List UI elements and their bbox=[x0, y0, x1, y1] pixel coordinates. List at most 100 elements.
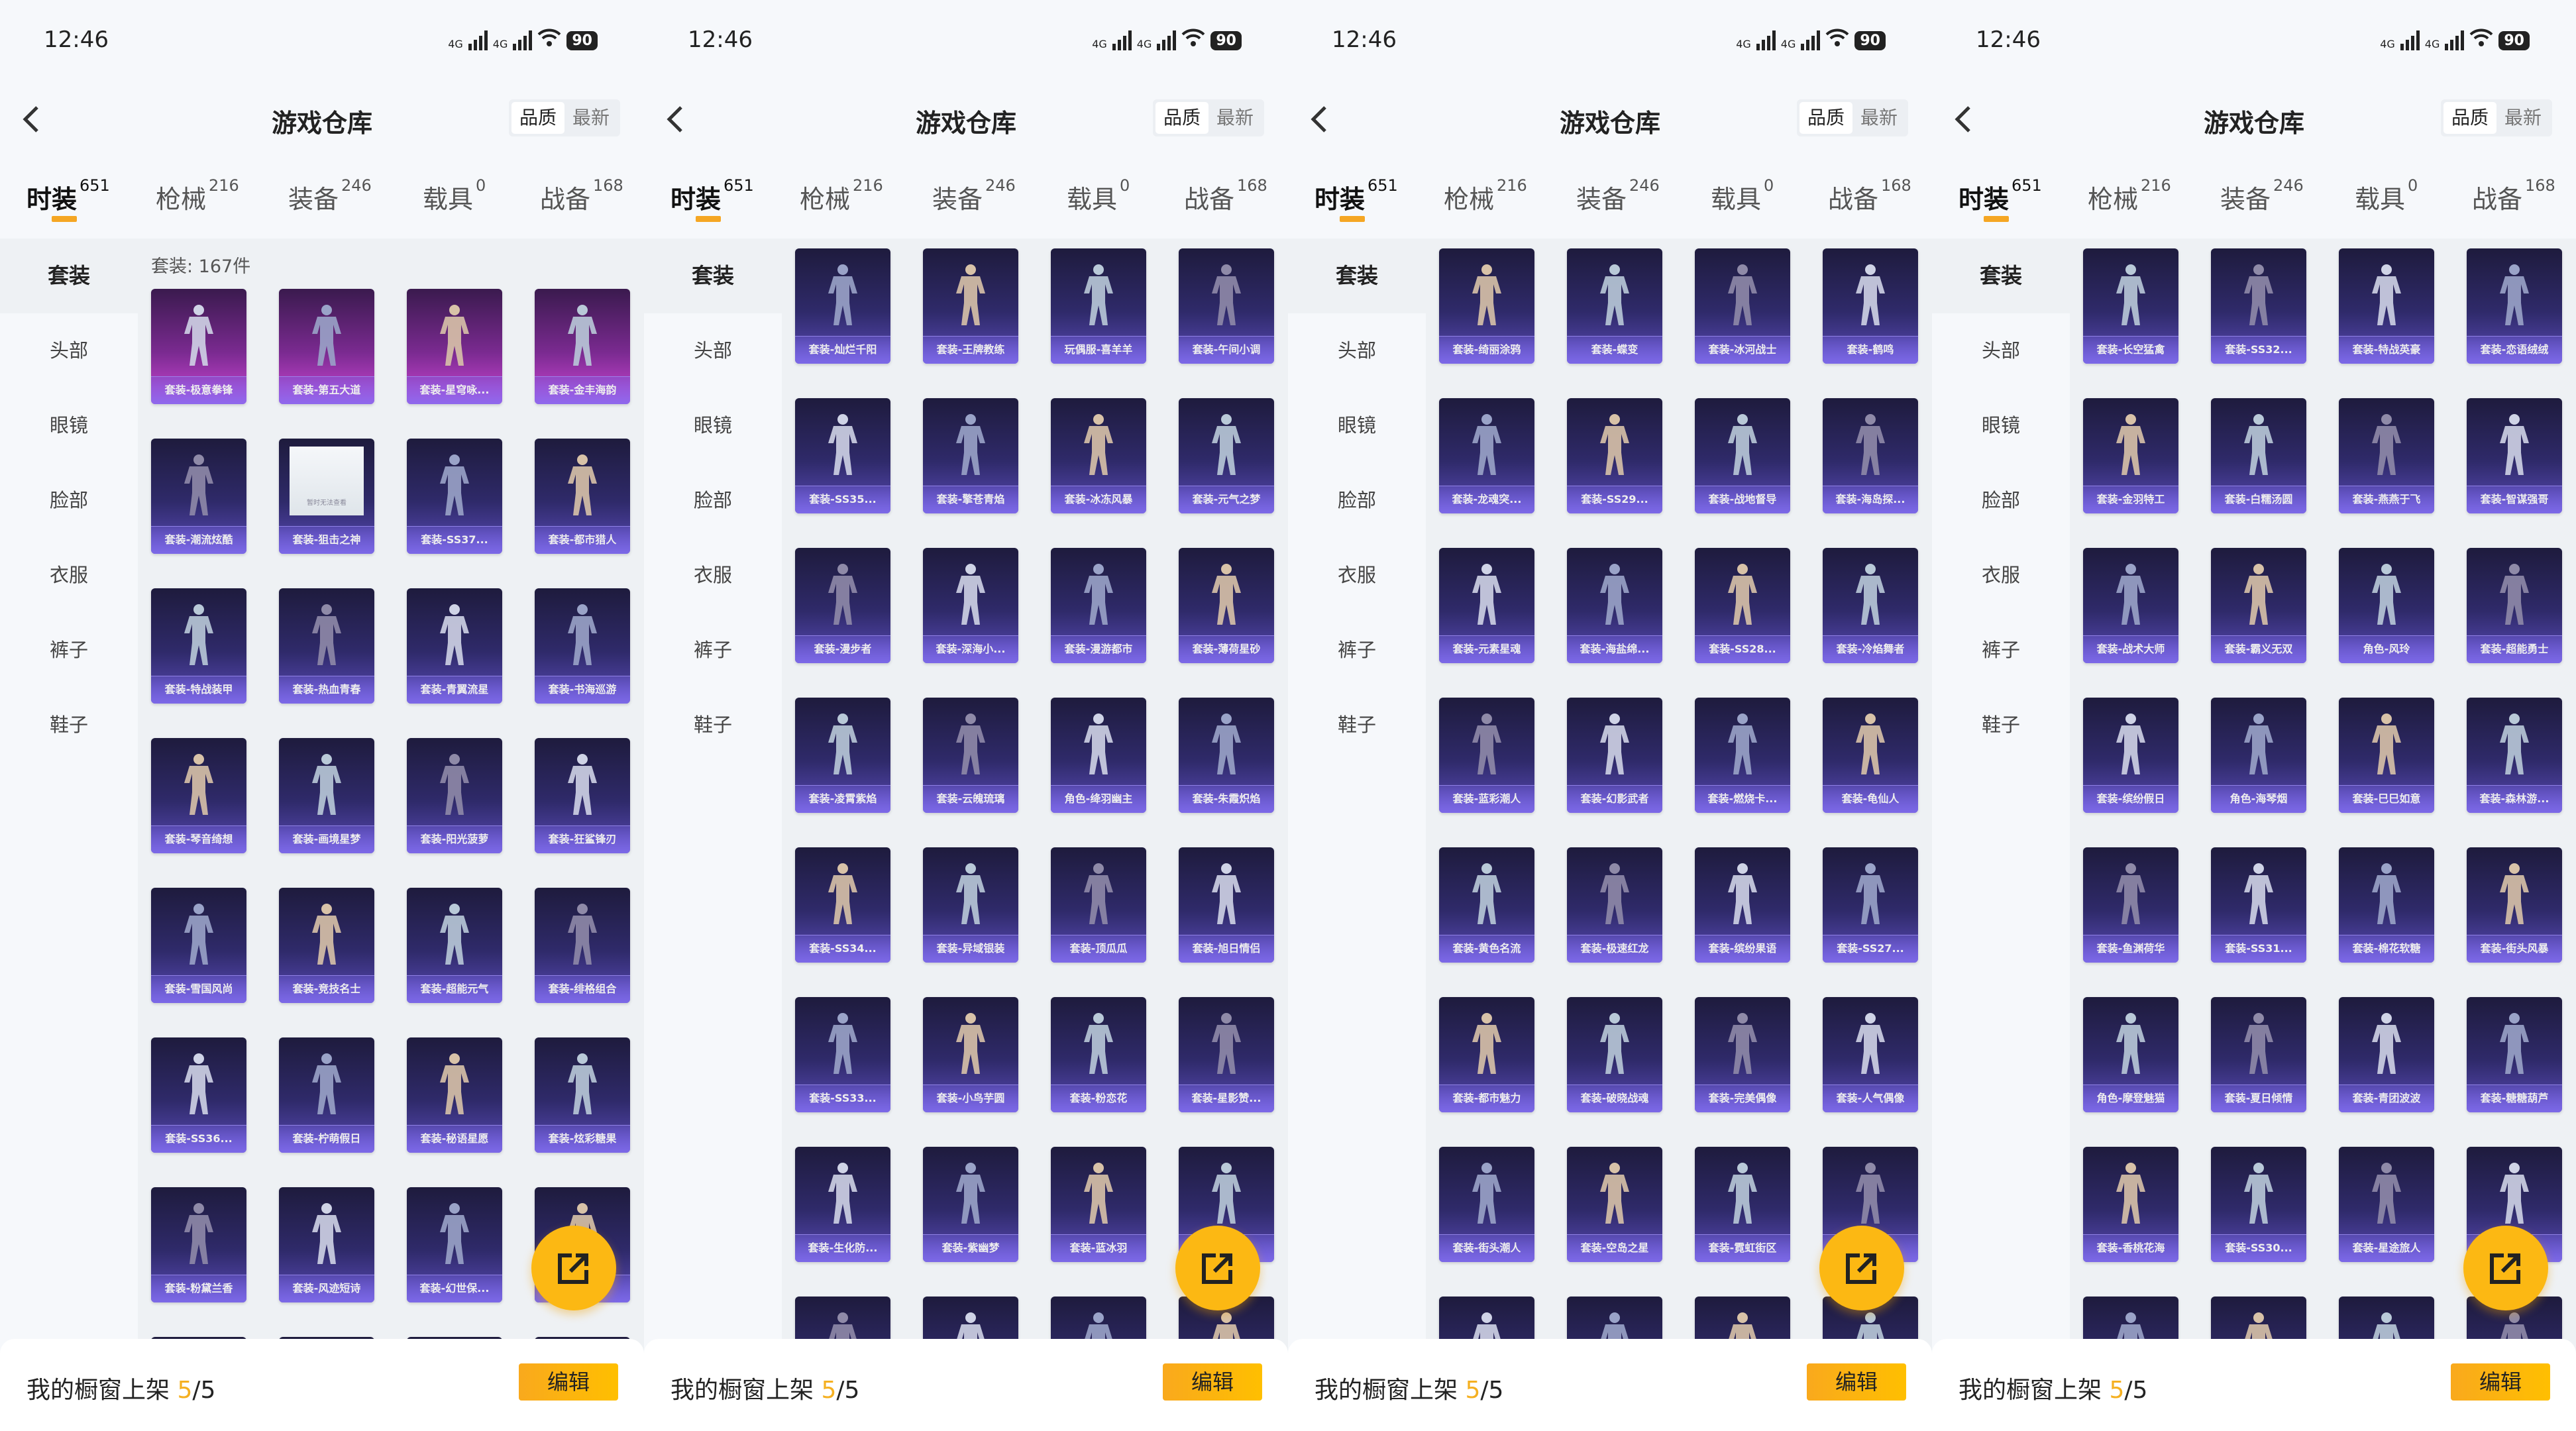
item-card[interactable]: 套装-粉恋花 bbox=[1051, 997, 1146, 1112]
item-card[interactable]: 套装-绯格组合 bbox=[535, 888, 630, 1003]
item-card[interactable]: 套装-漫游都市 bbox=[1051, 548, 1146, 663]
item-card[interactable]: 套装-龟仙人 bbox=[1823, 698, 1918, 813]
item-card[interactable]: 套装-战地督导 bbox=[1695, 398, 1790, 513]
item-card[interactable]: 套装-幻世保... bbox=[407, 1187, 502, 1302]
sidebar-item[interactable]: 衣服 bbox=[1337, 564, 1376, 586]
sidebar-item[interactable]: 套装 bbox=[644, 238, 782, 313]
tab-4[interactable]: 战备 168 bbox=[2472, 176, 2555, 215]
item-card[interactable]: 套装-蓝彩潮人 bbox=[1439, 698, 1534, 813]
item-card[interactable]: 套装-巳巳如意 bbox=[2339, 698, 2434, 813]
share-fab[interactable] bbox=[531, 1226, 616, 1310]
item-card[interactable]: 套装-炫彩糖果 bbox=[535, 1037, 630, 1153]
item-card[interactable]: 套装-风迹短诗 bbox=[279, 1187, 374, 1302]
item-card[interactable]: 套装-SS29... bbox=[1567, 398, 1662, 513]
item-card[interactable]: 套装-漫步者 bbox=[795, 548, 890, 663]
sidebar-item[interactable]: 头部 bbox=[1981, 339, 2020, 362]
item-card[interactable]: 套装-SS36... bbox=[151, 1037, 246, 1153]
tab-4[interactable]: 战备 168 bbox=[1828, 176, 1911, 215]
item-card[interactable]: 套装-长空猛禽 bbox=[2083, 248, 2178, 364]
item-card[interactable]: 套装-星途旅人 bbox=[2339, 1147, 2434, 1262]
item-card[interactable]: 套装-SS30... bbox=[2211, 1147, 2306, 1262]
tab-4[interactable]: 战备 168 bbox=[1184, 176, 1267, 215]
item-card[interactable]: 套装-SS35... bbox=[795, 398, 890, 513]
item-card[interactable]: 套装-黄色名流 bbox=[1439, 847, 1534, 963]
sidebar-item[interactable]: 脸部 bbox=[49, 489, 88, 511]
tab-2[interactable]: 装备 246 bbox=[1576, 176, 1660, 215]
item-card[interactable]: 套装-破晓战魂 bbox=[1567, 997, 1662, 1112]
item-card[interactable]: 套装-潮流炫酷 bbox=[151, 439, 246, 554]
item-card[interactable]: 套装-空岛之星 bbox=[1567, 1147, 1662, 1262]
item-card[interactable]: 套装-雪国风尚 bbox=[151, 888, 246, 1003]
item-card[interactable]: 套装-SS32... bbox=[2211, 248, 2306, 364]
tab-0[interactable]: 时装 651 bbox=[27, 176, 110, 215]
sidebar-item[interactable]: 头部 bbox=[1337, 339, 1376, 362]
item-card[interactable]: 套装-琴音绮想 bbox=[151, 738, 246, 853]
item-card[interactable]: 套装-霸义无双 bbox=[2211, 548, 2306, 663]
item-card[interactable]: 套装-极意拳锋 bbox=[151, 289, 246, 404]
tab-3[interactable]: 载具 0 bbox=[2355, 176, 2418, 215]
sidebar-item[interactable]: 衣服 bbox=[1981, 564, 2020, 586]
item-card[interactable]: 套装-书海巡游 bbox=[535, 588, 630, 704]
sidebar-item[interactable]: 套装 bbox=[1288, 238, 1426, 313]
tab-3[interactable]: 载具 0 bbox=[1711, 176, 1774, 215]
item-card[interactable]: 套装-青翼流星 bbox=[407, 588, 502, 704]
sort-toggle[interactable]: 品质 最新 bbox=[1153, 99, 1264, 136]
item-card[interactable]: 套装-顶瓜瓜 bbox=[1051, 847, 1146, 963]
sort-latest[interactable]: 最新 bbox=[1216, 107, 1254, 129]
item-card[interactable]: 套装-霓虹街区 bbox=[1695, 1147, 1790, 1262]
sort-toggle[interactable]: 品质 最新 bbox=[509, 99, 620, 136]
item-card[interactable]: 套装-金羽特工 bbox=[2083, 398, 2178, 513]
tab-4[interactable]: 战备 168 bbox=[540, 176, 623, 215]
sidebar-item[interactable]: 头部 bbox=[693, 339, 732, 362]
sort-latest[interactable]: 最新 bbox=[1860, 107, 1898, 129]
item-card[interactable]: 套装-白糯汤圆 bbox=[2211, 398, 2306, 513]
tab-3[interactable]: 载具 0 bbox=[423, 176, 486, 215]
item-card[interactable]: 套装-森林游... bbox=[2467, 698, 2562, 813]
item-card[interactable]: 套装-竞技名士 bbox=[279, 888, 374, 1003]
item-card[interactable]: 套装-紫幽梦 bbox=[923, 1147, 1018, 1262]
tab-1[interactable]: 枪械 216 bbox=[800, 176, 883, 215]
item-card[interactable]: 套装-战术大师 bbox=[2083, 548, 2178, 663]
item-card[interactable]: 套装-狂鲨锋刃 bbox=[535, 738, 630, 853]
item-card[interactable]: 套装-星影赞... bbox=[1179, 997, 1274, 1112]
item-card[interactable]: 套装-阳光菠萝 bbox=[407, 738, 502, 853]
back-button[interactable] bbox=[1951, 105, 1977, 134]
sidebar-item[interactable]: 脸部 bbox=[1981, 489, 2020, 511]
item-card[interactable]: 套装-超能勇士 bbox=[2467, 548, 2562, 663]
share-fab[interactable] bbox=[1819, 1226, 1904, 1310]
tab-2[interactable]: 装备 246 bbox=[2220, 176, 2304, 215]
item-card[interactable]: 套装-燃烧卡... bbox=[1695, 698, 1790, 813]
item-card[interactable]: 套装-冰河战士 bbox=[1695, 248, 1790, 364]
edit-button[interactable]: 编辑 bbox=[1807, 1363, 1906, 1401]
item-card[interactable]: 套装-画境星梦 bbox=[279, 738, 374, 853]
item-card[interactable]: 角色-摩登魅猫 bbox=[2083, 997, 2178, 1112]
sidebar-item[interactable]: 裤子 bbox=[693, 639, 732, 661]
item-card[interactable]: 套装-完美偶像 bbox=[1695, 997, 1790, 1112]
item-card[interactable]: 套装-第五大道 bbox=[279, 289, 374, 404]
item-card[interactable]: 角色-绛羽幽主 bbox=[1051, 698, 1146, 813]
item-card[interactable]: 套装-都市魅力 bbox=[1439, 997, 1534, 1112]
item-card[interactable]: 套装-深海小... bbox=[923, 548, 1018, 663]
item-card[interactable]: 套装-SS28... bbox=[1695, 548, 1790, 663]
back-button[interactable] bbox=[1307, 105, 1333, 134]
edit-button[interactable]: 编辑 bbox=[519, 1363, 618, 1401]
item-card[interactable]: 套装-极速红龙 bbox=[1567, 847, 1662, 963]
item-card[interactable]: 套装-缤纷假日 bbox=[2083, 698, 2178, 813]
item-card[interactable]: 套装-夏日倾情 bbox=[2211, 997, 2306, 1112]
item-card[interactable]: 套装-柠萌假日 bbox=[279, 1037, 374, 1153]
item-card[interactable]: 套装-粉黛兰香 bbox=[151, 1187, 246, 1302]
tab-1[interactable]: 枪械 216 bbox=[2088, 176, 2171, 215]
edit-button[interactable]: 编辑 bbox=[1163, 1363, 1262, 1401]
item-card[interactable]: 套装-云魄琉璃 bbox=[923, 698, 1018, 813]
sidebar-item[interactable]: 脸部 bbox=[1337, 489, 1376, 511]
item-card[interactable]: 套装-特战英豪 bbox=[2339, 248, 2434, 364]
item-card[interactable]: 套装-SS31... bbox=[2211, 847, 2306, 963]
tab-2[interactable]: 装备 246 bbox=[288, 176, 372, 215]
item-card[interactable]: 套装-SS27... bbox=[1823, 847, 1918, 963]
item-card[interactable]: 套装-王牌教练 bbox=[923, 248, 1018, 364]
sidebar-item[interactable]: 衣服 bbox=[49, 564, 88, 586]
item-card[interactable]: 套装-绮丽涂鸦 bbox=[1439, 248, 1534, 364]
item-card[interactable]: 套装-元素星魂 bbox=[1439, 548, 1534, 663]
sidebar-item[interactable]: 鞋子 bbox=[1981, 714, 2020, 736]
item-card[interactable]: 套装-元气之梦 bbox=[1179, 398, 1274, 513]
